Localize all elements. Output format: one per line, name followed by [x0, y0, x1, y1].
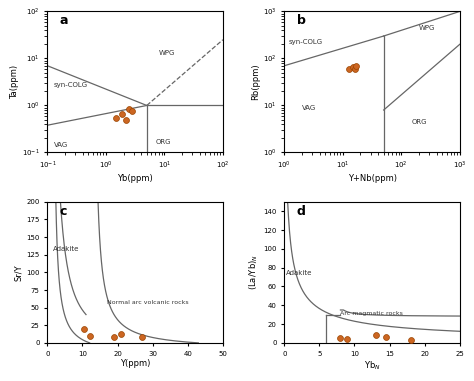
Y-axis label: Sr/Y: Sr/Y: [15, 264, 24, 281]
Point: [81, 326, 88, 332]
Y-axis label: Rb(ppm): Rb(ppm): [251, 64, 260, 100]
X-axis label: Yb(ppm): Yb(ppm): [117, 174, 153, 183]
Point: [112, 115, 120, 121]
Point: [122, 117, 130, 123]
Text: d: d: [297, 205, 305, 218]
Point: [86, 333, 93, 339]
Text: WPG: WPG: [419, 25, 435, 31]
Text: ORG: ORG: [411, 119, 427, 125]
Text: VAG: VAG: [54, 142, 68, 148]
X-axis label: Y(ppm): Y(ppm): [120, 359, 150, 368]
Text: Adakite: Adakite: [286, 270, 313, 276]
Point: [110, 334, 118, 340]
Text: WPG: WPG: [159, 50, 175, 56]
Point: [353, 63, 360, 69]
Text: c: c: [60, 205, 67, 218]
Point: [117, 331, 125, 337]
Text: b: b: [297, 14, 305, 27]
Text: Arc magmatic rocks: Arc magmatic rocks: [340, 311, 403, 316]
Point: [349, 64, 357, 70]
Text: Adakite: Adakite: [53, 246, 79, 252]
Text: syn-COLG: syn-COLG: [54, 82, 88, 88]
Point: [383, 334, 390, 340]
Point: [372, 332, 379, 338]
Point: [126, 106, 133, 112]
X-axis label: Yb$_N$: Yb$_N$: [364, 359, 381, 372]
Y-axis label: (La/Yb)$_N$: (La/Yb)$_N$: [248, 255, 260, 290]
Point: [138, 333, 146, 339]
Text: VAG: VAG: [302, 105, 316, 111]
X-axis label: Y+Nb(ppm): Y+Nb(ppm): [347, 174, 397, 183]
Point: [407, 337, 414, 343]
Text: a: a: [60, 14, 68, 27]
Point: [337, 335, 344, 341]
Point: [346, 66, 353, 72]
Text: Normal arc volcanic rocks: Normal arc volcanic rocks: [107, 300, 189, 305]
Text: ORG: ORG: [155, 139, 171, 145]
Point: [128, 108, 136, 114]
Text: syn-COLG: syn-COLG: [289, 39, 323, 45]
Point: [351, 66, 358, 72]
Point: [118, 111, 126, 117]
Y-axis label: Ta(ppm): Ta(ppm): [10, 65, 19, 99]
Point: [344, 336, 351, 342]
